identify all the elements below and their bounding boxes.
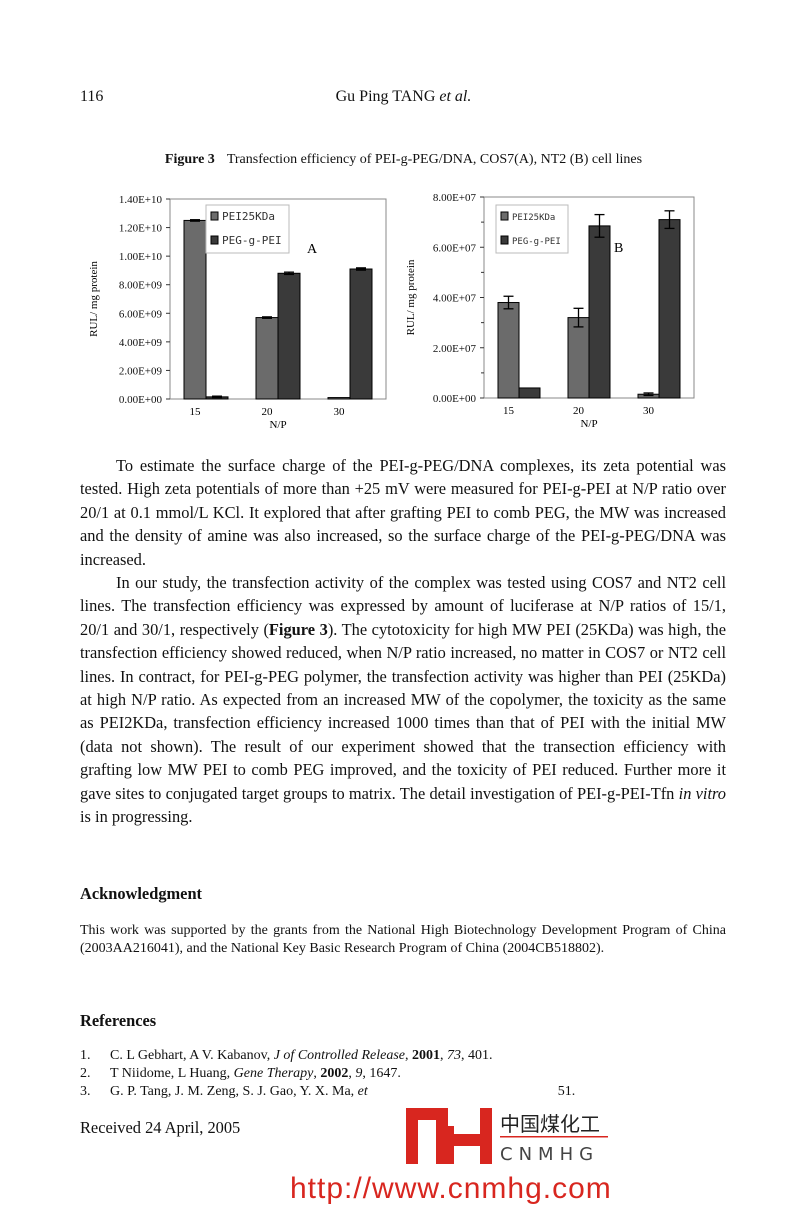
paragraph-1: To estimate the surface charge of the PE… xyxy=(80,456,726,569)
received-date: Received 24 April, 2005 xyxy=(80,1118,241,1137)
bar-pei25kda xyxy=(255,317,279,400)
legend-swatch xyxy=(500,235,509,245)
ref-sep: , xyxy=(313,1066,321,1081)
reference-list: 1. C. L Gebhart, A V. Kabanov, J of Contr… xyxy=(80,1047,575,1101)
ref-number: 2. xyxy=(80,1066,91,1081)
cnmhg-logo: 中国煤化工 CNMHG xyxy=(406,1108,608,1165)
ref-number: 3. xyxy=(80,1084,91,1099)
x-tick-label: 30 xyxy=(643,405,655,417)
reference-item: 1. C. L Gebhart, A V. Kabanov, J of Contr… xyxy=(80,1048,493,1063)
ref-pages: 51. xyxy=(557,1084,576,1099)
x-tick-label: 20 xyxy=(262,406,274,418)
running-head-author: Gu Ping TANG xyxy=(335,88,436,105)
y-tick-label: 4.00E+09 xyxy=(119,337,163,349)
legend-label: PEG-g-PEI xyxy=(512,237,561,247)
ref-number: 1. xyxy=(80,1048,91,1063)
acknowledgment-heading: Acknowledgment xyxy=(80,884,203,903)
ref-journal: J of Controlled Release xyxy=(273,1048,406,1063)
bar-peg-g-pei xyxy=(658,219,681,399)
running-head: Gu Ping TANG et al. xyxy=(0,88,807,106)
chart-a: 0.00E+00 2.00E+09 4.00E+09 6.00E+09 8.00E+09… xyxy=(88,194,387,431)
figure-caption: Figure 3 Transfection efficiency of PEI-g… xyxy=(0,152,807,168)
ref-authors: T Niidome, L Huang, xyxy=(110,1066,234,1081)
reference-item: 3. G. P. Tang, J. M. Zeng, S. J. Gao, Y. … xyxy=(80,1083,575,1101)
x-tick-label: 20 xyxy=(573,405,585,417)
ref-year: 2001 xyxy=(412,1048,441,1063)
figure-reference: Figure 3 xyxy=(268,619,328,639)
panel-label: A xyxy=(307,242,318,257)
y-axis-label: RUL/ mg protein xyxy=(88,261,100,337)
bar-pei25kda xyxy=(567,317,590,399)
body-text: To estimate the surface charge of the PE… xyxy=(80,454,726,829)
bar-peg-g-pei xyxy=(518,387,541,399)
figure-caption-text: Transfection efficiency of PEI-g-PEG/DNA… xyxy=(226,152,643,167)
running-head-etal: et al. xyxy=(439,88,472,105)
page-number: 116 xyxy=(80,88,104,105)
panel-label: B xyxy=(614,241,623,256)
y-axis-label: RUL/ mg protein xyxy=(405,259,417,335)
references-heading: References xyxy=(80,1011,157,1030)
ref-pages: , 401. xyxy=(461,1048,493,1063)
x-tick-label: 30 xyxy=(334,406,346,418)
legend-swatch xyxy=(500,211,509,221)
logo-cn: 中国煤化工 xyxy=(500,1112,600,1136)
legend-swatch xyxy=(210,235,219,245)
ref-volume: 73 xyxy=(447,1048,462,1063)
x-tick-label: 15 xyxy=(190,406,202,418)
ref-volume: 9 xyxy=(355,1066,363,1081)
paragraph-2: In our study, the transfection activity … xyxy=(80,571,726,828)
y-tick-label: 1.20E+10 xyxy=(119,223,163,235)
y-tick-label: 1.00E+10 xyxy=(119,251,163,263)
ref-year: 2002 xyxy=(320,1066,349,1081)
y-tick-label: 8.00E+09 xyxy=(119,280,163,292)
bar-peg-g-pei xyxy=(277,272,301,400)
acknowledgment-text: This work was supported by the grants fr… xyxy=(80,923,726,956)
legend xyxy=(205,204,290,254)
bar-pei25kda xyxy=(183,219,207,400)
logo-en: CNMHG xyxy=(500,1144,599,1165)
p2-italic: in vitro xyxy=(678,783,726,803)
bar-peg-g-pei xyxy=(349,268,373,400)
x-tick-label: 15 xyxy=(503,405,515,417)
y-tick-label: 8.00E+07 xyxy=(433,192,477,204)
ref-journal: et xyxy=(357,1084,368,1099)
chart-b: 0.00E+00 2.00E+07 4.00E+07 6.00E+07 8.00E+07… xyxy=(405,192,695,430)
x-axis-label: N/P xyxy=(269,419,286,431)
legend-label: PEI25KDa xyxy=(222,210,275,223)
p2-text-cont: ). The cytotoxicity for high MW PEI (25K… xyxy=(80,619,727,803)
bar-pei25kda xyxy=(497,302,520,399)
reference-item: 2. T Niidome, L Huang, Gene Therapy, 2002… xyxy=(80,1066,401,1081)
y-tick-label: 6.00E+07 xyxy=(433,242,477,254)
x-axis-label: N/P xyxy=(580,418,597,430)
watermark: http://www.cnmhg.com xyxy=(290,1172,612,1205)
ref-journal: Gene Therapy xyxy=(233,1066,314,1081)
figure-label: Figure 3 xyxy=(164,152,215,167)
y-tick-label: 4.00E+07 xyxy=(433,293,477,305)
bar-pei25kda xyxy=(327,397,351,400)
legend-label: PEG-g-PEI xyxy=(222,234,282,247)
legend-label: PEI25KDa xyxy=(512,213,555,223)
p2-text: In our study, the transfection activity … xyxy=(80,573,726,639)
ref-sep: , xyxy=(405,1048,413,1063)
ref-authors: G. P. Tang, J. M. Zeng, S. J. Gao, Y. X.… xyxy=(110,1084,358,1099)
y-tick-label: 6.00E+09 xyxy=(119,308,163,320)
y-tick-label: 0.00E+00 xyxy=(119,394,163,406)
p2-end: is in progressing. xyxy=(80,807,193,827)
ref-authors: C. L Gebhart, A V. Kabanov, xyxy=(110,1048,274,1063)
y-tick-label: 1.40E+10 xyxy=(119,194,163,206)
bar-peg-g-pei xyxy=(588,225,611,399)
ref-pages: , 1647. xyxy=(362,1066,401,1081)
y-tick-label: 2.00E+07 xyxy=(433,343,477,355)
legend-swatch xyxy=(210,211,219,221)
y-tick-label: 0.00E+00 xyxy=(433,393,477,405)
y-tick-label: 2.00E+09 xyxy=(119,365,163,377)
